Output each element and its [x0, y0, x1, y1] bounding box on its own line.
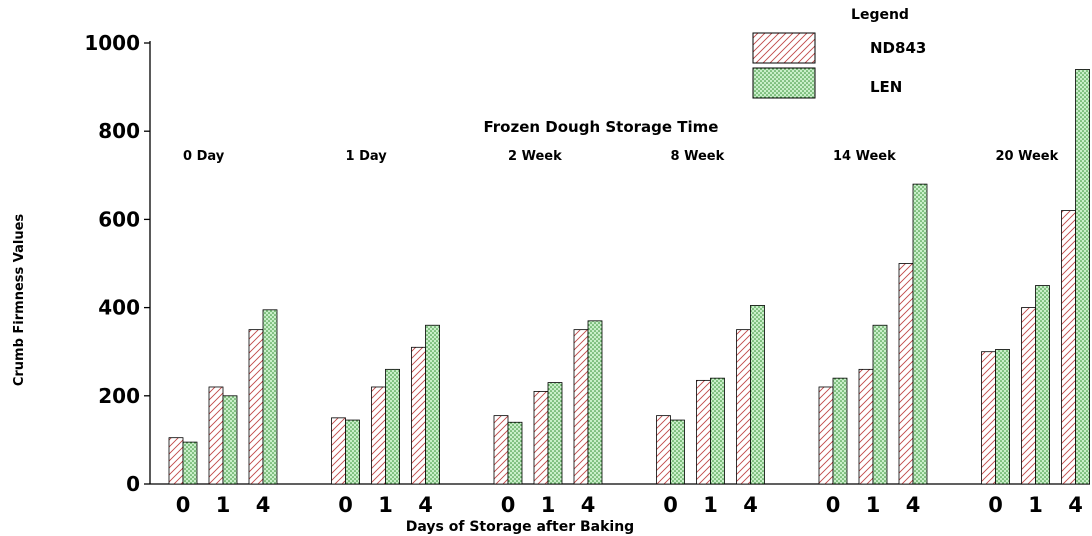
x-tick-label: 1: [541, 493, 556, 517]
bar-nd843: [168, 437, 184, 485]
legend: Legend ND843 LEN: [752, 7, 926, 99]
x-tick-label: 0: [501, 493, 516, 517]
bar-len: [1035, 285, 1050, 485]
bar-len: [507, 421, 523, 485]
bar-len: [587, 320, 603, 485]
bar-len: [262, 309, 278, 485]
bar-len: [1075, 69, 1090, 485]
x-tick-label: 1: [378, 493, 393, 517]
bar-nd843: [818, 386, 834, 485]
group-label: 1 Day: [346, 149, 388, 164]
group-label: 8 Week: [671, 149, 725, 164]
bar-nd843: [493, 415, 509, 485]
group-label: 2 Week: [508, 149, 562, 164]
bar-len: [710, 377, 725, 485]
axes: 0 200 400 600 800 1000: [84, 31, 1090, 496]
x-tick-label: 4: [256, 493, 271, 517]
bar-len: [182, 441, 198, 485]
x-tick-label: 4: [906, 493, 921, 517]
x-tick-label: 4: [743, 493, 758, 517]
bar-nd843: [1021, 307, 1036, 485]
bar-len: [670, 419, 685, 485]
bar-nd843: [371, 386, 386, 485]
bar-nd843: [331, 417, 346, 485]
bar-nd843: [573, 329, 589, 485]
y-tick-label: 0: [126, 472, 140, 496]
bar-len: [547, 382, 563, 485]
bar-nd843: [736, 329, 751, 485]
group-label: 0 Day: [183, 149, 225, 164]
bar-nd843: [656, 415, 671, 485]
bar-nd843: [981, 351, 996, 485]
bar-nd843: [696, 379, 711, 485]
legend-title: Legend: [851, 7, 909, 23]
bar-nd843: [411, 346, 426, 485]
bar-nd843: [898, 263, 914, 485]
group-label: 14 Week: [833, 149, 896, 164]
x-tick-label: 1: [216, 493, 231, 517]
bar-nd843: [208, 386, 224, 485]
x-tick-label: 4: [1068, 493, 1083, 517]
y-tick-label: 800: [98, 119, 140, 143]
bars: [168, 69, 1090, 485]
bar-len: [872, 324, 888, 485]
bar-len: [385, 368, 400, 485]
x-tick-label: 1: [866, 493, 881, 517]
y-tick-label: 600: [98, 207, 140, 231]
bar-len: [750, 304, 765, 485]
bar-nd843: [1061, 210, 1076, 485]
bar-len: [832, 377, 848, 485]
bar-nd843: [248, 329, 264, 485]
bar-nd843: [858, 368, 874, 485]
bar-nd843: [533, 390, 549, 485]
x-axis-label: Days of Storage after Baking: [406, 519, 634, 535]
y-tick-label: 200: [98, 384, 140, 408]
x-tick-label: 4: [581, 493, 596, 517]
bar-len: [995, 349, 1010, 485]
legend-swatch-len: [752, 67, 816, 99]
x-tick-label: 1: [1028, 493, 1043, 517]
group-label: 20 Week: [996, 149, 1059, 164]
labels: 0 Day 0 1 4 1 Day 0 1 4 2 Week 0 1 4 8 Week 0 1 4 14 Wee…: [176, 149, 1083, 517]
bar-len: [912, 183, 928, 485]
x-tick-label: 0: [338, 493, 353, 517]
x-tick-label: 1: [703, 493, 718, 517]
bar-len: [222, 395, 238, 485]
bar-len: [345, 419, 360, 485]
y-axis-label: Crumb Firmness Values: [12, 214, 27, 387]
x-tick-label: 0: [988, 493, 1003, 517]
chart-title: Frozen Dough Storage Time: [484, 118, 719, 136]
legend-label-nd843: ND843: [870, 39, 926, 57]
x-tick-label: 4: [418, 493, 433, 517]
legend-label-len: LEN: [870, 78, 902, 96]
legend-swatch-nd843: [752, 32, 816, 64]
x-tick-label: 0: [176, 493, 191, 517]
x-tick-label: 0: [826, 493, 841, 517]
y-tick-label: 1000: [84, 31, 140, 55]
bar-len: [425, 324, 440, 485]
y-tick-label: 400: [98, 296, 140, 320]
x-tick-label: 0: [663, 493, 678, 517]
